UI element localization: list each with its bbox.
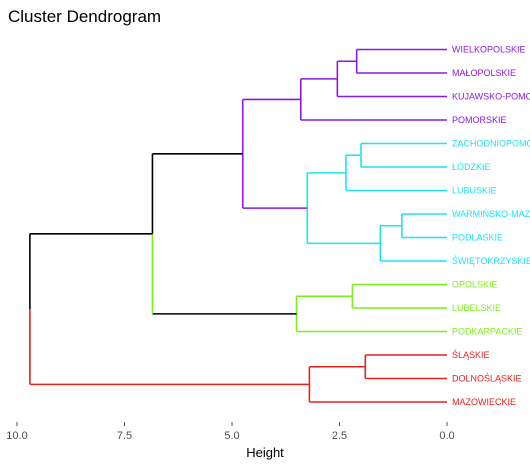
leaf-label: KUJAWSKO-POMORSKIE: [452, 92, 530, 102]
x-tick-label: 2.5: [332, 430, 347, 442]
leaf-label: ŁÓDZKIE: [452, 162, 491, 172]
x-tick-label: 10.0: [6, 430, 27, 442]
leaf-label: WARMIŃSKO-MAZURSKIE: [452, 209, 530, 219]
x-tick-label: 0.0: [439, 430, 454, 442]
leaf-label: WIELKOPOLSKIE: [452, 45, 526, 55]
chart-title: Cluster Dendrogram: [8, 7, 161, 26]
x-axis: 10.0 7.5 5.0 2.5 0.0: [6, 422, 454, 442]
x-axis-title: Height: [246, 445, 284, 460]
leaf-labels: WIELKOPOLSKIE MAŁOPOLSKIE KUJAWSKO-POMORSK…: [452, 45, 530, 408]
leaf-label: ŚWIĘTOKRZYSKIE: [452, 255, 530, 266]
x-tick-label: 7.5: [117, 430, 132, 442]
leaf-label: POMORSKIE: [452, 115, 507, 125]
x-tick-label: 5.0: [224, 430, 239, 442]
leaf-label: DOLNOŚLĄSKIE: [452, 373, 522, 384]
leaf-label: LUBUSKIE: [452, 186, 497, 196]
leaf-label: PODKARPACKIE: [452, 327, 522, 337]
leaf-label: PODLASKIE: [452, 233, 503, 243]
leaf-label: OPOLSKIE: [452, 280, 498, 290]
leaf-label: LUBELSKIE: [452, 303, 501, 313]
leaf-label: MAZOWIECKIE: [452, 397, 516, 407]
dendrogram-branches: [30, 50, 447, 403]
leaf-label: ZACHODNIOPOMORSKIE: [452, 139, 530, 149]
leaf-label: MAŁOPOLSKIE: [452, 68, 516, 78]
leaf-label: ŚLĄSKIE: [452, 349, 490, 360]
